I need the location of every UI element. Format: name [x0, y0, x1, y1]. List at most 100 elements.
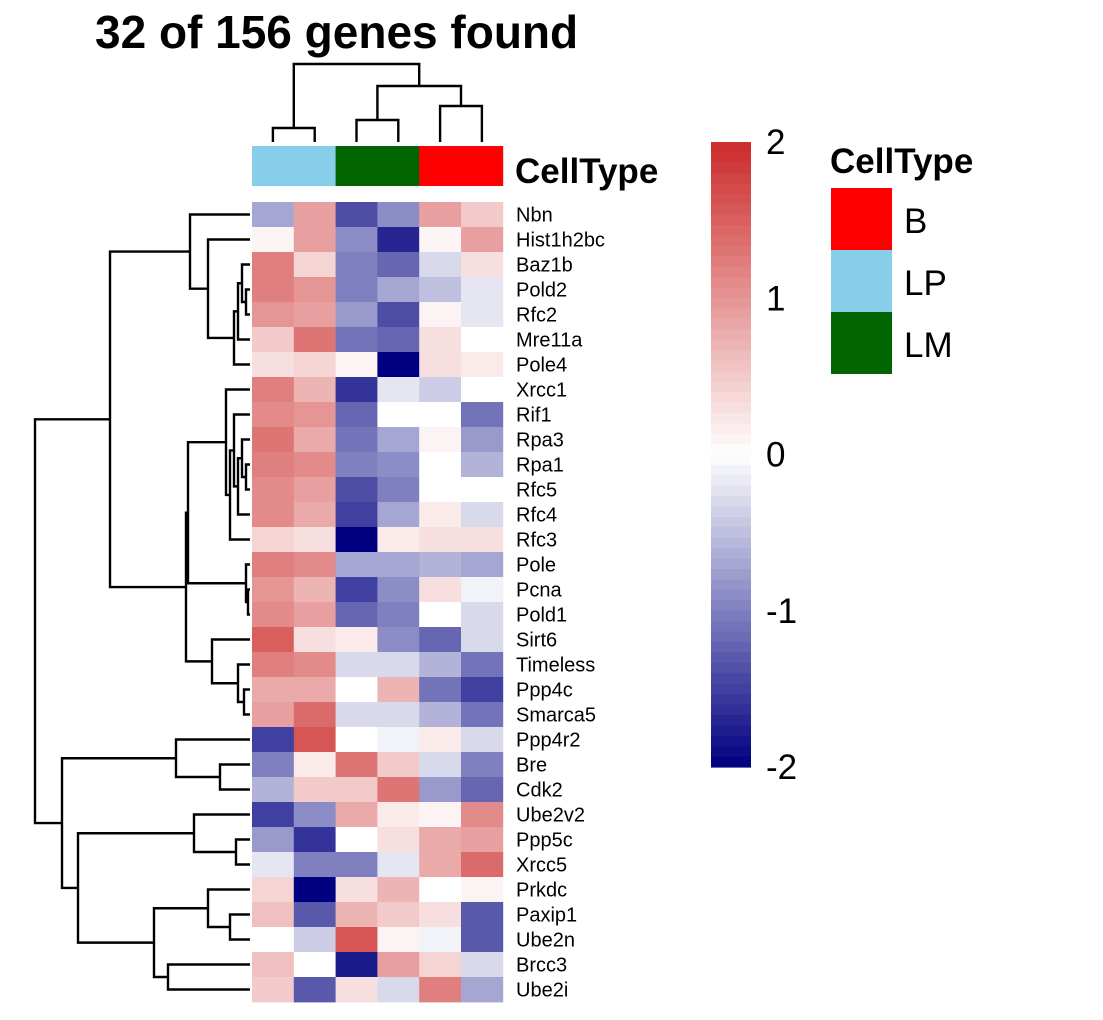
heatmap-cell-Smarca5-2 — [293, 702, 336, 728]
dendrogram-branch — [244, 463, 250, 491]
heatmap-cell-Ube2v2-1 — [252, 802, 295, 828]
colorbar — [711, 142, 751, 768]
heatmap-cell-Rfc5-4 — [377, 477, 420, 503]
heatmap-cell-Prkdc-2 — [293, 877, 336, 903]
heatmap-cell-Ppp4r2-4 — [377, 727, 420, 753]
heatmap-cell-Ube2v2-6 — [461, 802, 504, 828]
colorbar-segment — [711, 162, 751, 174]
heatmap-cell-Paxip1-5 — [419, 902, 462, 928]
dendrogram-branch — [228, 913, 250, 941]
heatmap-cell-Paxip1-2 — [293, 902, 336, 928]
row-label: Pole4 — [516, 355, 567, 377]
colorbar-segment — [711, 621, 751, 633]
dendrogram-branch — [166, 963, 250, 991]
heatmap-cell-Ube2n-5 — [419, 927, 462, 953]
heatmap-cell-Ube2n-4 — [377, 927, 420, 953]
heatmap-cell-Pold1-3 — [335, 602, 378, 628]
heatmap-cell-Rpa1-2 — [293, 452, 336, 478]
colorbar-segment — [711, 631, 751, 643]
colorbar-tick-label: -2 — [766, 748, 797, 787]
colorbar-segment — [711, 589, 751, 601]
heatmap-cell-Rfc2-2 — [293, 302, 336, 328]
heatmap-cell-Hist1h2bc-2 — [293, 227, 336, 253]
heatmap-cell-Pold2-5 — [419, 277, 462, 303]
heatmap-cell-Sirt6-6 — [461, 627, 504, 653]
row-label: Pcna — [516, 580, 562, 602]
heatmap-cell-Timeless-2 — [293, 652, 336, 678]
heatmap-cell-Bre-4 — [377, 752, 420, 778]
colorbar-segment — [711, 610, 751, 622]
heatmap-cell-Rfc5-2 — [293, 477, 336, 503]
dendrogram-branch — [271, 126, 316, 142]
heatmap-cell-Xrcc5-6 — [461, 852, 504, 878]
dendrogram-branch — [206, 238, 250, 340]
colorbar-ticks: 2 1 0 -1 -2 — [766, 123, 797, 787]
colorbar-segment — [711, 183, 751, 195]
row-label: Ppp4r2 — [516, 730, 581, 752]
heatmap-cell-Pole-3 — [335, 552, 378, 578]
heatmap-cell-Cdk2-6 — [461, 777, 504, 803]
heatmap-cell-Mre11a-2 — [293, 327, 336, 353]
heatmap-cell-Xrcc1-4 — [377, 377, 420, 403]
heatmap-cell-Pole4-1 — [252, 352, 295, 378]
colorbar-segment — [711, 225, 751, 237]
row-label: Rfc4 — [516, 505, 557, 527]
heatmap-cell-Xrcc5-1 — [252, 852, 295, 878]
colorbar-segment — [711, 464, 751, 476]
colorbar-tick-label: 2 — [766, 123, 785, 162]
heatmap-cell-Pold1-5 — [419, 602, 462, 628]
row-labels: Nbn Hist1h2bc Baz1b Pold2 Rfc2 Mre11a Pole4 Xrc… — [516, 205, 605, 1002]
heatmap-cell-Cdk2-1 — [252, 777, 295, 803]
dendrogram-branch — [438, 104, 484, 142]
heatmap-cell-Rfc5-1 — [252, 477, 295, 503]
colorbar-segment — [711, 360, 751, 372]
dendrogram-branch — [152, 907, 208, 979]
row-label: Smarca5 — [516, 705, 596, 727]
heatmap-cell-Ppp4r2-6 — [461, 727, 504, 753]
heatmap-cell-Baz1b-6 — [461, 252, 504, 278]
heatmap-cell-Brcc3-5 — [419, 952, 462, 978]
colorbar-segment — [711, 381, 751, 393]
dendrogram-branch — [246, 588, 250, 616]
colorbar-segment — [711, 235, 751, 247]
row-label: Baz1b — [516, 255, 573, 277]
heatmap-cell-Pcna-1 — [252, 577, 295, 603]
colorbar-segment — [711, 673, 751, 685]
heatmap-cell-Xrcc5-4 — [377, 852, 420, 878]
row-label: Rfc3 — [516, 530, 557, 552]
heatmap-cell-Rfc2-1 — [252, 302, 295, 328]
colorbar-segment — [711, 454, 751, 466]
heatmap-cell-Xrcc5-2 — [293, 852, 336, 878]
colorbar-segment — [711, 548, 751, 560]
heatmap-cell-Pole-4 — [377, 552, 420, 578]
heatmap-cell-Timeless-6 — [461, 652, 504, 678]
colorbar-tick-label: 0 — [766, 436, 785, 475]
heatmap-cell-Rfc4-2 — [293, 502, 336, 528]
colorbar-segment — [711, 392, 751, 404]
legend-label-B: B — [904, 202, 927, 241]
heatmap-cell-Rif1-4 — [377, 402, 420, 428]
colorbar-segment — [711, 277, 751, 289]
row-label: Sirt6 — [516, 630, 557, 652]
heatmap-cell-Pold2-2 — [293, 277, 336, 303]
dendrogram-branch — [232, 310, 250, 366]
heatmap-cell-Rpa3-6 — [461, 427, 504, 453]
heatmap-cell-Rfc3-3 — [335, 527, 378, 553]
heatmap-cell-Ppp4r2-3 — [335, 727, 378, 753]
heatmap-cell-Rif1-1 — [252, 402, 295, 428]
heatmap-cell-Cdk2-5 — [419, 777, 462, 803]
annotation-cell-LP — [293, 146, 336, 186]
heatmap-cell-Paxip1-4 — [377, 902, 420, 928]
heatmap-cell-Rif1-2 — [293, 402, 336, 428]
colorbar-segment — [711, 287, 751, 299]
heatmap-cell-Rfc4-6 — [461, 502, 504, 528]
heatmap-cell-Xrcc1-1 — [252, 377, 295, 403]
heatmap-cell-Mre11a-3 — [335, 327, 378, 353]
annotation-cell-B — [461, 146, 504, 186]
colorbar-segment — [711, 600, 751, 612]
heatmap-cell-Rfc3-4 — [377, 527, 420, 553]
celltype-annotation-bar — [252, 146, 504, 186]
celltype-legend: B LP LM — [831, 188, 953, 374]
row-label: Rfc5 — [516, 480, 557, 502]
